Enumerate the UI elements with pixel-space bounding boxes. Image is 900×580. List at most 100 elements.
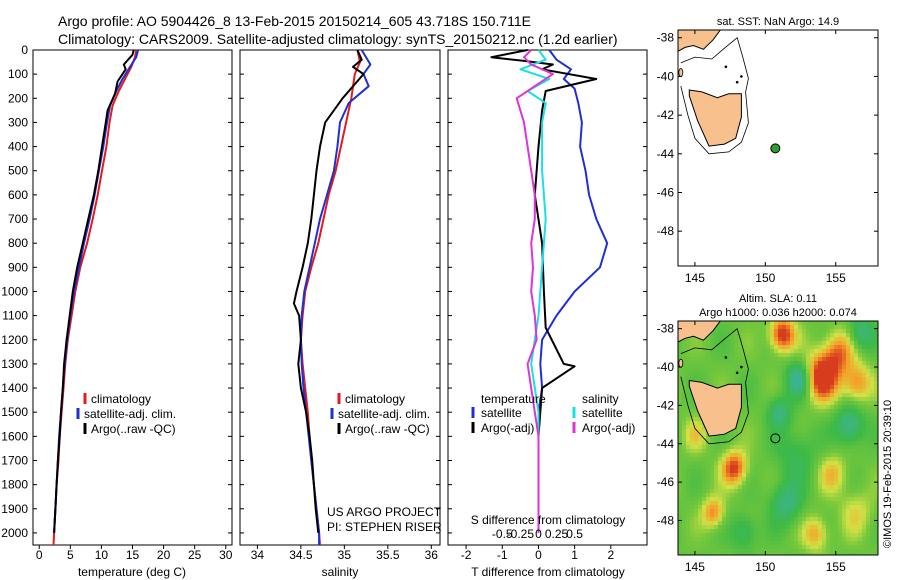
sla-cell xyxy=(862,541,866,545)
sla-cell xyxy=(850,477,854,481)
sla-cell xyxy=(862,489,866,493)
sla-cell xyxy=(806,349,810,353)
sla-cell xyxy=(694,441,698,445)
sla-cell xyxy=(818,321,822,325)
sla-cell xyxy=(734,501,738,505)
sla-cell xyxy=(754,413,758,417)
sla-cell xyxy=(798,353,802,357)
sla-cell xyxy=(874,481,878,485)
sla-cell xyxy=(750,545,754,549)
sla-cell xyxy=(810,545,814,549)
sla-cell xyxy=(814,425,818,429)
sla-cell xyxy=(714,517,718,521)
sla-cell xyxy=(862,465,866,469)
sla-cell xyxy=(862,453,866,457)
sla-cell xyxy=(842,373,846,377)
difference-axis-label-s: S difference from climatology xyxy=(471,513,626,527)
sla-cell xyxy=(846,489,850,493)
sla-cell xyxy=(686,541,690,545)
sla-cell xyxy=(874,497,878,501)
sla-cell xyxy=(706,553,710,555)
sla-cell xyxy=(722,477,726,481)
sla-cell xyxy=(750,449,754,453)
sla-cell xyxy=(722,329,726,333)
sla-cell xyxy=(726,345,730,349)
sla-cell xyxy=(694,525,698,529)
sla-cell xyxy=(690,525,694,529)
sla-cell xyxy=(810,417,814,421)
sla-cell xyxy=(778,429,782,433)
sla-cell xyxy=(770,497,774,501)
sla-cell xyxy=(762,521,766,525)
sla-cell xyxy=(754,513,758,517)
sla-cell xyxy=(734,345,738,349)
sla-cell xyxy=(814,485,818,489)
sla-cell xyxy=(862,505,866,509)
sla-cell xyxy=(702,357,706,361)
sla-cell xyxy=(778,413,782,417)
sla-cell xyxy=(818,445,822,449)
sla-map-frame xyxy=(677,320,879,556)
sla-cell xyxy=(758,433,762,437)
sla-cell xyxy=(862,437,866,441)
sla-cell xyxy=(754,401,758,405)
sla-cell xyxy=(754,385,758,389)
sla-cell xyxy=(742,453,746,457)
sla-cell xyxy=(842,341,846,345)
sla-cell xyxy=(746,505,750,509)
sla-cell xyxy=(854,329,858,333)
sla-cell xyxy=(818,365,822,369)
sla-cell xyxy=(738,501,742,505)
sla-cell xyxy=(746,425,750,429)
sla-cell xyxy=(782,369,786,373)
sla-cell xyxy=(774,405,778,409)
sla-cell xyxy=(714,377,718,381)
sla-cell xyxy=(850,521,854,525)
sla-cell xyxy=(830,517,834,521)
sla-cell xyxy=(798,397,802,401)
sla-cell xyxy=(762,341,766,345)
sla-cell xyxy=(706,493,710,497)
sla-cell xyxy=(678,473,682,477)
sla-cell xyxy=(870,329,874,333)
map-lat-label: -42 xyxy=(657,398,675,412)
sla-cell xyxy=(782,341,786,345)
sla-cell xyxy=(770,521,774,525)
sla-cell xyxy=(746,513,750,517)
sla-cell xyxy=(782,465,786,469)
sla-cell xyxy=(754,441,758,445)
sla-cell xyxy=(862,509,866,513)
sla-cell xyxy=(786,429,790,433)
sla-cell xyxy=(758,473,762,477)
sla-cell xyxy=(826,421,830,425)
sla-cell xyxy=(766,445,770,449)
sla-cell xyxy=(818,521,822,525)
temperature-legend-argo: Argo(..raw -QC) xyxy=(91,422,176,436)
sla-cell xyxy=(742,461,746,465)
sla-cell xyxy=(686,373,690,377)
sla-cell xyxy=(782,501,786,505)
sla-cell xyxy=(742,425,746,429)
sla-cell xyxy=(822,521,826,525)
sla-cell xyxy=(810,345,814,349)
sla-cell xyxy=(870,337,874,341)
sla-cell xyxy=(718,353,722,357)
sla-cell xyxy=(742,493,746,497)
sla-cell xyxy=(734,353,738,357)
sla-cell xyxy=(830,529,834,533)
sla-cell xyxy=(714,365,718,369)
sla-cell xyxy=(734,365,738,369)
sla-cell xyxy=(678,481,682,485)
sla-cell xyxy=(866,449,870,453)
sla-cell xyxy=(682,509,686,513)
sla-cell xyxy=(822,533,826,537)
sla-cell xyxy=(722,445,726,449)
sla-cell xyxy=(870,457,874,461)
sla-cell xyxy=(742,537,746,541)
depth-tick-label: 1700 xyxy=(1,453,28,467)
sla-cell xyxy=(742,417,746,421)
sla-cell xyxy=(866,393,870,397)
sla-cell xyxy=(746,525,750,529)
sla-cell xyxy=(698,533,702,537)
sla-cell xyxy=(702,345,706,349)
